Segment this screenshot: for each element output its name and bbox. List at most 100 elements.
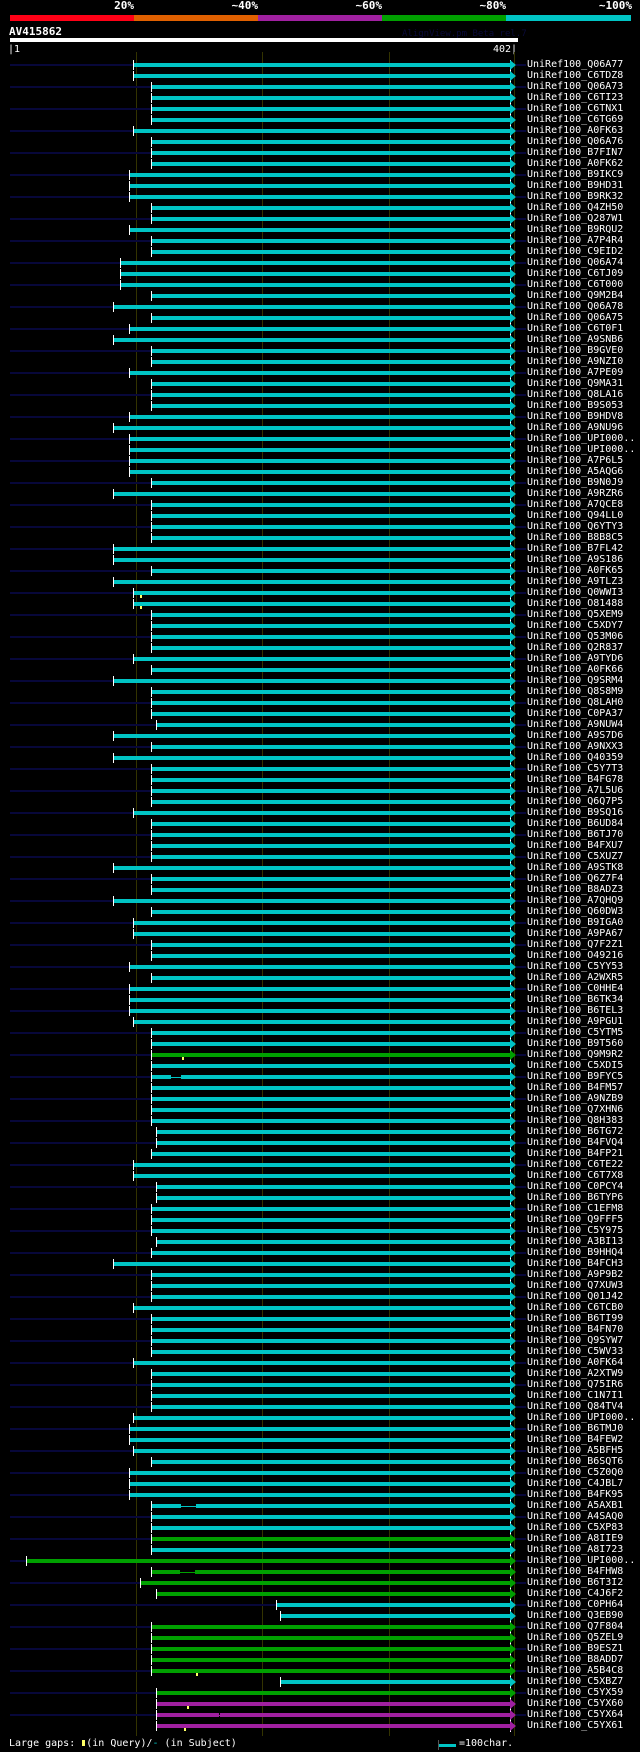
hit-label[interactable]: UniRef100_A7P6L5 <box>527 455 624 466</box>
hit-bar[interactable] <box>129 327 510 331</box>
hit-bar[interactable] <box>151 206 510 210</box>
hit-bar[interactable] <box>113 866 510 870</box>
hit-label[interactable]: UniRef100_Q7XHN6 <box>527 1104 624 1115</box>
hit-bar[interactable] <box>113 426 510 430</box>
hit-row[interactable]: UniRef100_B4FEW2 <box>0 1434 640 1446</box>
hit-row[interactable]: UniRef100_B9HD31 <box>0 180 640 192</box>
hit-label[interactable]: UniRef100_A9NXX3 <box>527 741 624 752</box>
hit-label[interactable]: UniRef100_A9STK8 <box>527 862 624 873</box>
hit-row[interactable]: UniRef100_A2XTW9 <box>0 1368 640 1380</box>
hit-row[interactable]: UniRef100_A8I723 <box>0 1544 640 1556</box>
hit-row[interactable]: UniRef100_B6UD84 <box>0 818 640 830</box>
hit-label[interactable]: UniRef100_A7QCE8 <box>527 499 624 510</box>
hit-bar[interactable] <box>151 349 510 353</box>
hit-bar[interactable] <box>151 1295 510 1299</box>
hit-label[interactable]: UniRef100_O49216 <box>527 950 624 961</box>
hit-label[interactable]: UniRef100_Q06A73 <box>527 81 624 92</box>
hit-label[interactable]: UniRef100_Q40359 <box>527 752 624 763</box>
hit-row[interactable]: UniRef100_Q287W1 <box>0 213 640 225</box>
hit-row[interactable]: UniRef100_Q8LA16 <box>0 389 640 401</box>
hit-bar[interactable] <box>151 151 510 155</box>
hit-bar[interactable] <box>120 283 510 287</box>
hit-bar[interactable] <box>151 624 510 628</box>
hit-label[interactable]: UniRef100_Q8S8M9 <box>527 686 624 697</box>
hit-label[interactable]: UniRef100_Q6Z7F4 <box>527 873 624 884</box>
hit-bar[interactable] <box>129 437 510 441</box>
hit-bar[interactable] <box>133 1174 510 1178</box>
hit-bar[interactable] <box>151 888 510 892</box>
hit-bar[interactable] <box>129 1471 510 1475</box>
hit-bar[interactable] <box>151 1383 510 1387</box>
hit-row[interactable]: UniRef100_B9GVE0 <box>0 345 640 357</box>
hit-row[interactable]: UniRef100_A9P9B2 <box>0 1269 640 1281</box>
hit-label[interactable]: UniRef100_B4FEW2 <box>527 1434 624 1445</box>
hit-label[interactable]: UniRef100_C5XP83 <box>527 1522 624 1533</box>
hit-bar[interactable] <box>133 63 510 67</box>
hit-row[interactable]: UniRef100_B8B8C5 <box>0 532 640 544</box>
hit-row[interactable]: UniRef100_UPI000.. <box>0 444 640 456</box>
hit-bar[interactable] <box>156 1691 510 1695</box>
hit-bar[interactable] <box>151 382 510 386</box>
hit-label[interactable]: UniRef100_B7FL42 <box>527 543 624 554</box>
hit-bar[interactable] <box>113 558 510 562</box>
hit-label[interactable]: UniRef100_C4J6F2 <box>527 1588 624 1599</box>
hit-bar[interactable] <box>156 1702 510 1706</box>
hit-label[interactable]: UniRef100_C0PH64 <box>527 1599 624 1610</box>
hit-bar[interactable] <box>133 811 510 815</box>
hit-row[interactable]: UniRef100_Q6YTY3 <box>0 521 640 533</box>
hit-label[interactable]: UniRef100_A9NUW4 <box>527 719 624 730</box>
hit-row[interactable]: UniRef100_B4FM57 <box>0 1082 640 1094</box>
hit-bar[interactable] <box>26 1559 510 1563</box>
hit-row[interactable]: UniRef100_C4J6F2 <box>0 1588 640 1600</box>
hit-label[interactable]: UniRef100_A8IIE9 <box>527 1533 624 1544</box>
hit-row[interactable]: UniRef100_A9STK8 <box>0 862 640 874</box>
hit-row[interactable]: UniRef100_C4JBL7 <box>0 1478 640 1490</box>
hit-label[interactable]: UniRef100_C6TI23 <box>527 92 624 103</box>
hit-bar[interactable] <box>151 943 510 947</box>
hit-row[interactable]: UniRef100_C0HHE4 <box>0 983 640 995</box>
hit-bar[interactable] <box>113 734 510 738</box>
hit-label[interactable]: UniRef100_Q5ZEL9 <box>527 1632 624 1643</box>
hit-bar[interactable] <box>195 1570 510 1574</box>
hit-label[interactable]: UniRef100_C6TCB0 <box>527 1302 624 1313</box>
hit-label[interactable]: UniRef100_C5YX61 <box>527 1720 624 1731</box>
hit-label[interactable]: UniRef100_B4FK95 <box>527 1489 624 1500</box>
hit-bar[interactable] <box>151 767 510 771</box>
hit-row[interactable]: UniRef100_C5XDI5 <box>0 1060 640 1072</box>
hit-label[interactable]: UniRef100_A4SAQ0 <box>527 1511 624 1522</box>
hit-row[interactable]: UniRef100_B9HDV8 <box>0 411 640 423</box>
hit-bar[interactable] <box>151 690 510 694</box>
hit-bar[interactable] <box>280 1614 510 1618</box>
hit-row[interactable]: UniRef100_Q7XUW3 <box>0 1280 640 1292</box>
hit-row[interactable]: UniRef100_A5AQG6 <box>0 466 640 478</box>
hit-bar[interactable] <box>133 1020 510 1024</box>
hit-row[interactable]: UniRef100_A9NZB9 <box>0 1093 640 1105</box>
hit-bar[interactable] <box>151 1658 510 1662</box>
hit-bar[interactable] <box>151 239 510 243</box>
hit-row[interactable]: UniRef100_Q9SRM4 <box>0 675 640 687</box>
hit-bar[interactable] <box>151 855 510 859</box>
hit-bar[interactable] <box>151 1097 510 1101</box>
hit-row[interactable]: UniRef100_A9S186 <box>0 554 640 566</box>
hit-row[interactable]: UniRef100_A9TYD6 <box>0 653 640 665</box>
hit-label[interactable]: UniRef100_C4JBL7 <box>527 1478 624 1489</box>
hit-bar[interactable] <box>151 514 510 518</box>
hit-label[interactable]: UniRef100_Q06A78 <box>527 301 624 312</box>
hit-row[interactable]: UniRef100_B9SQ16 <box>0 807 640 819</box>
hit-bar[interactable] <box>151 778 510 782</box>
hit-bar[interactable] <box>151 1504 181 1508</box>
hit-bar[interactable] <box>156 1141 510 1145</box>
hit-row[interactable]: UniRef100_Q6Q7P5 <box>0 796 640 808</box>
hit-row[interactable]: UniRef100_C6TNX1 <box>0 103 640 115</box>
hit-bar[interactable] <box>151 1625 510 1629</box>
hit-label[interactable]: UniRef100_B4FM57 <box>527 1082 624 1093</box>
hit-bar[interactable] <box>133 591 510 595</box>
hit-label[interactable]: UniRef100_C5Y7T3 <box>527 763 624 774</box>
hit-label[interactable]: UniRef100_B9IGA0 <box>527 917 624 928</box>
hit-bar[interactable] <box>151 1636 510 1640</box>
hit-bar[interactable] <box>280 1680 510 1684</box>
hit-label[interactable]: UniRef100_A9TYD6 <box>527 653 624 664</box>
hit-row[interactable]: UniRef100_B7FL42 <box>0 543 640 555</box>
hit-bar[interactable] <box>156 1724 510 1728</box>
hit-row[interactable]: UniRef100_Q2R837 <box>0 642 640 654</box>
